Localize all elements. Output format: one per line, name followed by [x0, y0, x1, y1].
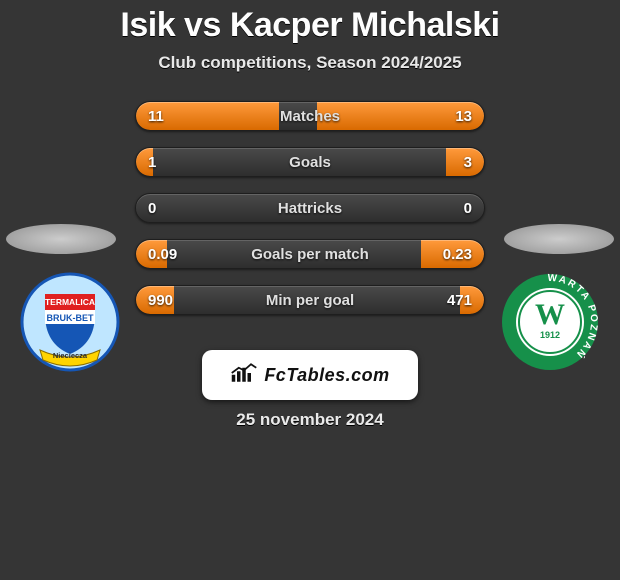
stat-label: Matches — [136, 102, 484, 131]
page-title: Isik vs Kacper Michalski — [0, 0, 620, 45]
club-crest-left: TERMALICA BRUK-BET Nieciecza — [20, 272, 120, 372]
stat-bar: Matches11 13 — [135, 101, 485, 131]
stat-bar: Goals1 3 — [135, 147, 485, 177]
stat-label: Hattricks — [136, 194, 484, 223]
snapshot-date: 25 november 2024 — [0, 410, 620, 430]
svg-text:TERMALICA: TERMALICA — [45, 297, 95, 307]
club-crest-right: W 1912 WARTA POZNAŃ — [500, 272, 600, 372]
stat-bar: Goals per match0.09 0.23 — [135, 239, 485, 269]
stat-value-right: 0 — [464, 194, 472, 223]
stat-value-right: 3 — [464, 148, 472, 177]
svg-text:1912: 1912 — [540, 330, 560, 340]
stat-value-right: 471 — [447, 286, 472, 315]
subtitle: Club competitions, Season 2024/2025 — [0, 53, 620, 73]
svg-text:BRUK-BET: BRUK-BET — [47, 313, 94, 323]
stat-value-left: 11 — [148, 102, 164, 131]
comparison-stage: TERMALICA BRUK-BET Nieciecza W 1912 WART… — [0, 101, 620, 341]
svg-text:W: W — [535, 298, 565, 331]
stat-value-left: 0.09 — [148, 240, 177, 269]
stat-value-right: 13 — [455, 102, 472, 131]
stats-bars: Matches1113Goals13Hattricks00Goals per m… — [135, 101, 485, 331]
stat-value-left: 1 — [148, 148, 156, 177]
stat-value-left: 990 — [148, 286, 173, 315]
stat-label: Goals — [136, 148, 484, 177]
svg-text:Nieciecza: Nieciecza — [53, 351, 88, 360]
fctables-logo[interactable]: FcTables.com — [202, 350, 418, 400]
barchart-icon — [230, 362, 258, 389]
shadow-ellipse-left — [6, 224, 116, 254]
logo-text: FcTables.com — [264, 365, 389, 386]
shadow-ellipse-right — [504, 224, 614, 254]
stat-label: Goals per match — [136, 240, 484, 269]
stat-value-right: 0.23 — [443, 240, 472, 269]
stat-label: Min per goal — [136, 286, 484, 315]
stat-bar: Hattricks0 0 — [135, 193, 485, 223]
stat-value-left: 0 — [148, 194, 156, 223]
stat-bar: Min per goal990 471 — [135, 285, 485, 315]
